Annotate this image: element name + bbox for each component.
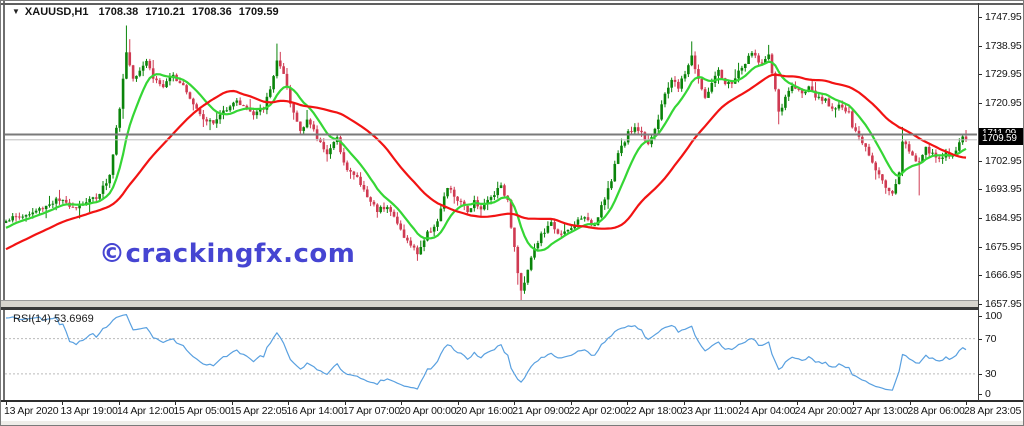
price-axis-label: 1666.95	[985, 269, 1022, 282]
rsi-axis-label: 70	[985, 332, 997, 345]
price-axis-label: 1693.95	[985, 183, 1022, 196]
slow-ma-line	[5, 73, 967, 251]
ohlc-high-value: 1710.21	[145, 6, 186, 18]
ma-layer	[5, 60, 967, 252]
rsi-line	[5, 314, 967, 391]
window-top-edge	[1, 3, 1023, 5]
price-axis-label: 1720.95	[985, 97, 1022, 110]
price-axis-tick	[978, 275, 982, 277]
horizontal-price-line	[5, 133, 977, 136]
price-axis-tick	[978, 246, 982, 248]
time-axis-label: 14 Apr 12:00	[116, 405, 175, 417]
time-axis-tick	[683, 401, 685, 405]
price-axis-label: 1702.95	[985, 154, 1022, 167]
window-bottom-strip	[1, 421, 1023, 425]
rsi-axis-tick	[978, 316, 982, 317]
time-axis-tick	[909, 401, 911, 405]
price-axis-label: 1747.95	[985, 11, 1022, 23]
time-axis-tick	[62, 401, 64, 405]
chevron-down-icon[interactable]: ▼	[12, 7, 20, 16]
time-axis-label: 23 Apr 11:00	[681, 405, 739, 417]
bid-price-line	[5, 139, 977, 141]
price-axis-label: 1657.95	[985, 298, 1022, 310]
time-axis-label: 15 Apr 05:00	[173, 405, 231, 417]
time-axis-label: 27 Apr 13:00	[851, 405, 909, 417]
price-axis-tick	[978, 160, 982, 162]
ohlc-open-value: 1708.38	[98, 6, 139, 18]
price-axis-label: 1675.95	[985, 240, 1022, 253]
time-axis-label: 22 Apr 02:00	[568, 405, 626, 417]
chart-header: ▼ XAUUSD,H1 1708.38 1710.21 1708.36 1709…	[12, 6, 286, 18]
time-axis-tick	[514, 401, 516, 405]
time-axis-label: 17 Apr 07:00	[342, 405, 400, 417]
rsi-axis-tick	[978, 338, 982, 340]
price-axis-tick	[978, 45, 982, 47]
time-axis-label: 21 Apr 09:00	[512, 405, 570, 417]
time-axis-label: 24 Apr 20:00	[794, 405, 852, 417]
time-axis-label: 28 Apr 06:00	[907, 405, 965, 417]
time-axis-label: 20 Apr 00:00	[399, 405, 457, 417]
price-axis-tick	[978, 304, 982, 305]
rsi-axis-label: 0	[985, 388, 991, 400]
time-axis-tick	[627, 401, 629, 405]
time-axis-tick	[175, 401, 177, 405]
rsi-axis-tick	[978, 394, 982, 395]
time-axis-tick	[6, 401, 7, 405]
candles-layer	[5, 25, 968, 300]
time-axis-tick	[118, 401, 120, 405]
time-axis-tick	[288, 401, 290, 405]
time-axis-tick	[853, 401, 855, 405]
pane-splitter-band[interactable]	[1, 300, 978, 301]
time-axis-tick	[965, 401, 967, 405]
time-axis-label: 13 Apr 2020	[4, 405, 59, 417]
current-price-tag: 1709.59	[979, 133, 1023, 146]
price-axis-label: 1729.95	[985, 68, 1022, 81]
symbol-timeframe-label: XAUUSD,H1	[24, 6, 89, 18]
rsi-axis-label: 30	[985, 367, 997, 380]
price-axis-tick	[978, 217, 982, 219]
fast-ma-line	[5, 60, 967, 252]
time-axis-label: 24 Apr 04:00	[738, 405, 796, 417]
pane-splitter-line	[1, 307, 978, 310]
time-axis-label: 16 Apr 14:00	[286, 405, 344, 417]
ohlc-close-value: 1709.59	[238, 6, 279, 18]
time-axis-tick	[231, 401, 233, 405]
time-axis-label: 13 Apr 19:00	[60, 405, 118, 417]
time-axis-tick	[457, 401, 459, 405]
window-left-edge	[3, 1, 5, 401]
time-axis-tick	[344, 401, 346, 405]
price-axis-label: 1684.95	[985, 211, 1022, 224]
price-axis-tick	[978, 17, 982, 18]
watermark: ©crackingfx.com	[99, 239, 356, 269]
time-axis-tick	[740, 401, 742, 405]
scale-separator-line	[978, 3, 979, 401]
price-axis-tick	[978, 189, 982, 191]
time-axis-label: 22 Apr 18:00	[625, 405, 683, 417]
rsi-axis-label: 100	[985, 310, 1002, 322]
time-axis-tick	[796, 401, 798, 405]
rsi-layer	[5, 314, 977, 391]
time-axis-tick	[570, 401, 572, 405]
price-axis-tick	[978, 74, 982, 76]
ohlc-low-value: 1708.36	[192, 6, 232, 18]
rsi-indicator-label: RSI(14) 53.6969	[13, 313, 94, 325]
price-axis-label: 1738.95	[985, 39, 1022, 52]
time-axis-label: 28 Apr 23:05	[963, 405, 1022, 417]
price-axis-tick	[978, 103, 982, 105]
rsi-pane-bottom-line	[1, 400, 1023, 402]
time-axis-tick	[401, 401, 403, 405]
pane-splitter[interactable]	[1, 301, 978, 307]
time-axis-label: 20 Apr 16:00	[455, 405, 513, 417]
time-axis-label: 15 Apr 22:05	[229, 405, 288, 417]
rsi-axis-tick	[978, 373, 982, 375]
